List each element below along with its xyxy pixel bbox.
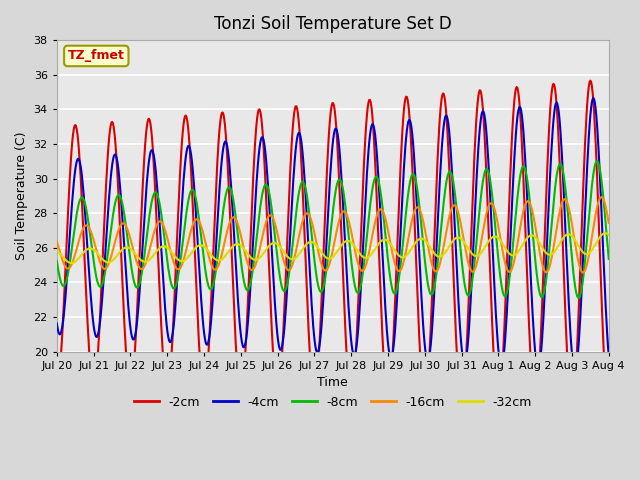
Text: TZ_fmet: TZ_fmet	[68, 49, 125, 62]
Legend: -2cm, -4cm, -8cm, -16cm, -32cm: -2cm, -4cm, -8cm, -16cm, -32cm	[129, 391, 537, 414]
X-axis label: Time: Time	[317, 376, 348, 389]
Title: Tonzi Soil Temperature Set D: Tonzi Soil Temperature Set D	[214, 15, 452, 33]
Y-axis label: Soil Temperature (C): Soil Temperature (C)	[15, 132, 28, 260]
